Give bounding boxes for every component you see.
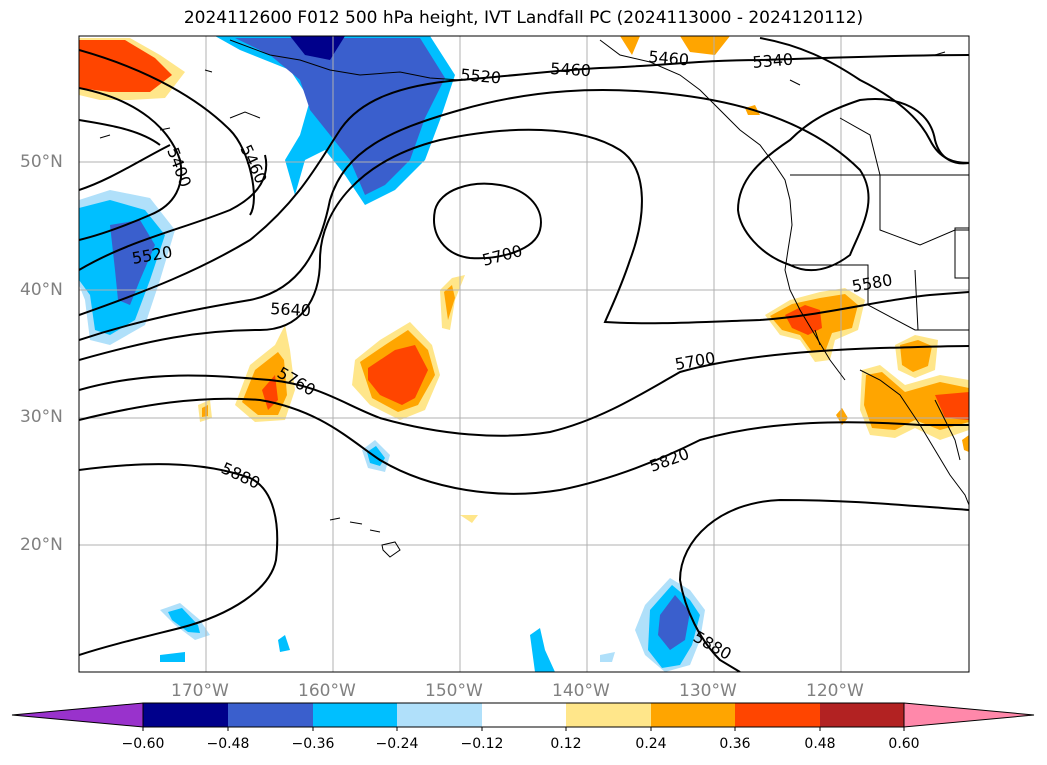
colorbar-extend-max <box>903 702 1035 728</box>
colorbar-tick-label: −0.12 <box>460 736 504 752</box>
contour-label: 5880 <box>218 458 263 492</box>
contour-label: 5520 <box>460 65 502 87</box>
negative-region <box>278 635 290 652</box>
colorbar-segment <box>735 703 820 727</box>
contour-label: 5700 <box>673 348 716 374</box>
colorbar-segment <box>482 703 566 727</box>
lon-label: 150°W <box>425 681 483 701</box>
positive-region <box>620 36 640 55</box>
coastlines <box>99 39 969 558</box>
colorbar-extend-min <box>11 702 144 728</box>
lon-label: 120°W <box>806 681 864 701</box>
contour-label: 5880 <box>690 627 735 664</box>
height-contours <box>79 37 969 672</box>
lat-label: 30°N <box>20 407 63 427</box>
colorbar-segment <box>566 703 651 727</box>
colorbar-tick-label: −0.60 <box>121 736 165 752</box>
negative-region <box>168 608 200 633</box>
positive-region <box>962 435 969 452</box>
colorbar-segment <box>651 703 735 727</box>
colorbar-tick-label: −0.24 <box>375 736 419 752</box>
positive-region <box>680 36 730 55</box>
contour-label: 5460 <box>648 47 690 69</box>
negative-region <box>530 628 555 672</box>
map-frame <box>78 35 970 673</box>
colorbar-segment <box>143 703 228 727</box>
colorbar <box>11 702 1035 731</box>
colorbar-tick-label: 0.12 <box>550 736 582 752</box>
positive-region <box>785 305 822 335</box>
colorbar-segment <box>313 703 397 727</box>
lat-label: 50°N <box>20 152 63 172</box>
contour-label: 5700 <box>480 241 524 270</box>
lon-label: 160°W <box>298 681 356 701</box>
contour-label: 5460 <box>550 59 592 80</box>
colorbar-segment <box>820 703 904 727</box>
contour-label: 5640 <box>270 299 312 320</box>
positive-region <box>460 515 478 523</box>
positive-region <box>836 408 848 425</box>
lat-label: 40°N <box>20 280 63 300</box>
negative-region <box>658 595 690 650</box>
contour-label: 5820 <box>647 444 692 476</box>
negative-region <box>160 652 185 662</box>
positive-region <box>368 345 428 405</box>
contour-label: 5340 <box>752 50 794 72</box>
positive-region <box>935 392 969 420</box>
colorbar-tick-label: 0.36 <box>719 736 751 752</box>
colorbar-tick-label: −0.48 <box>206 736 250 752</box>
colorbar-segment <box>397 703 482 727</box>
colorbar-segment <box>228 703 313 727</box>
gridlines <box>79 36 969 672</box>
lon-label: 140°W <box>552 681 610 701</box>
negative-region <box>235 38 445 195</box>
lon-label: 130°W <box>679 681 737 701</box>
contour-label: 5580 <box>850 270 893 296</box>
lon-label: 170°W <box>171 681 229 701</box>
positive-region <box>444 285 455 320</box>
contour-label: 5400 <box>163 145 195 190</box>
colorbar-tick-label: 0.60 <box>888 736 920 752</box>
colorbar-tick-label: 0.24 <box>635 736 667 752</box>
lat-label: 20°N <box>20 535 63 555</box>
colorbar-tick-label: −0.36 <box>291 736 335 752</box>
negative-region <box>290 36 345 60</box>
colorbar-tick-label: 0.48 <box>804 736 836 752</box>
negative-region <box>600 652 615 662</box>
map-title: 2024112600 F012 500 hPa height, IVT Land… <box>183 8 864 28</box>
ivt-shading <box>79 36 969 672</box>
